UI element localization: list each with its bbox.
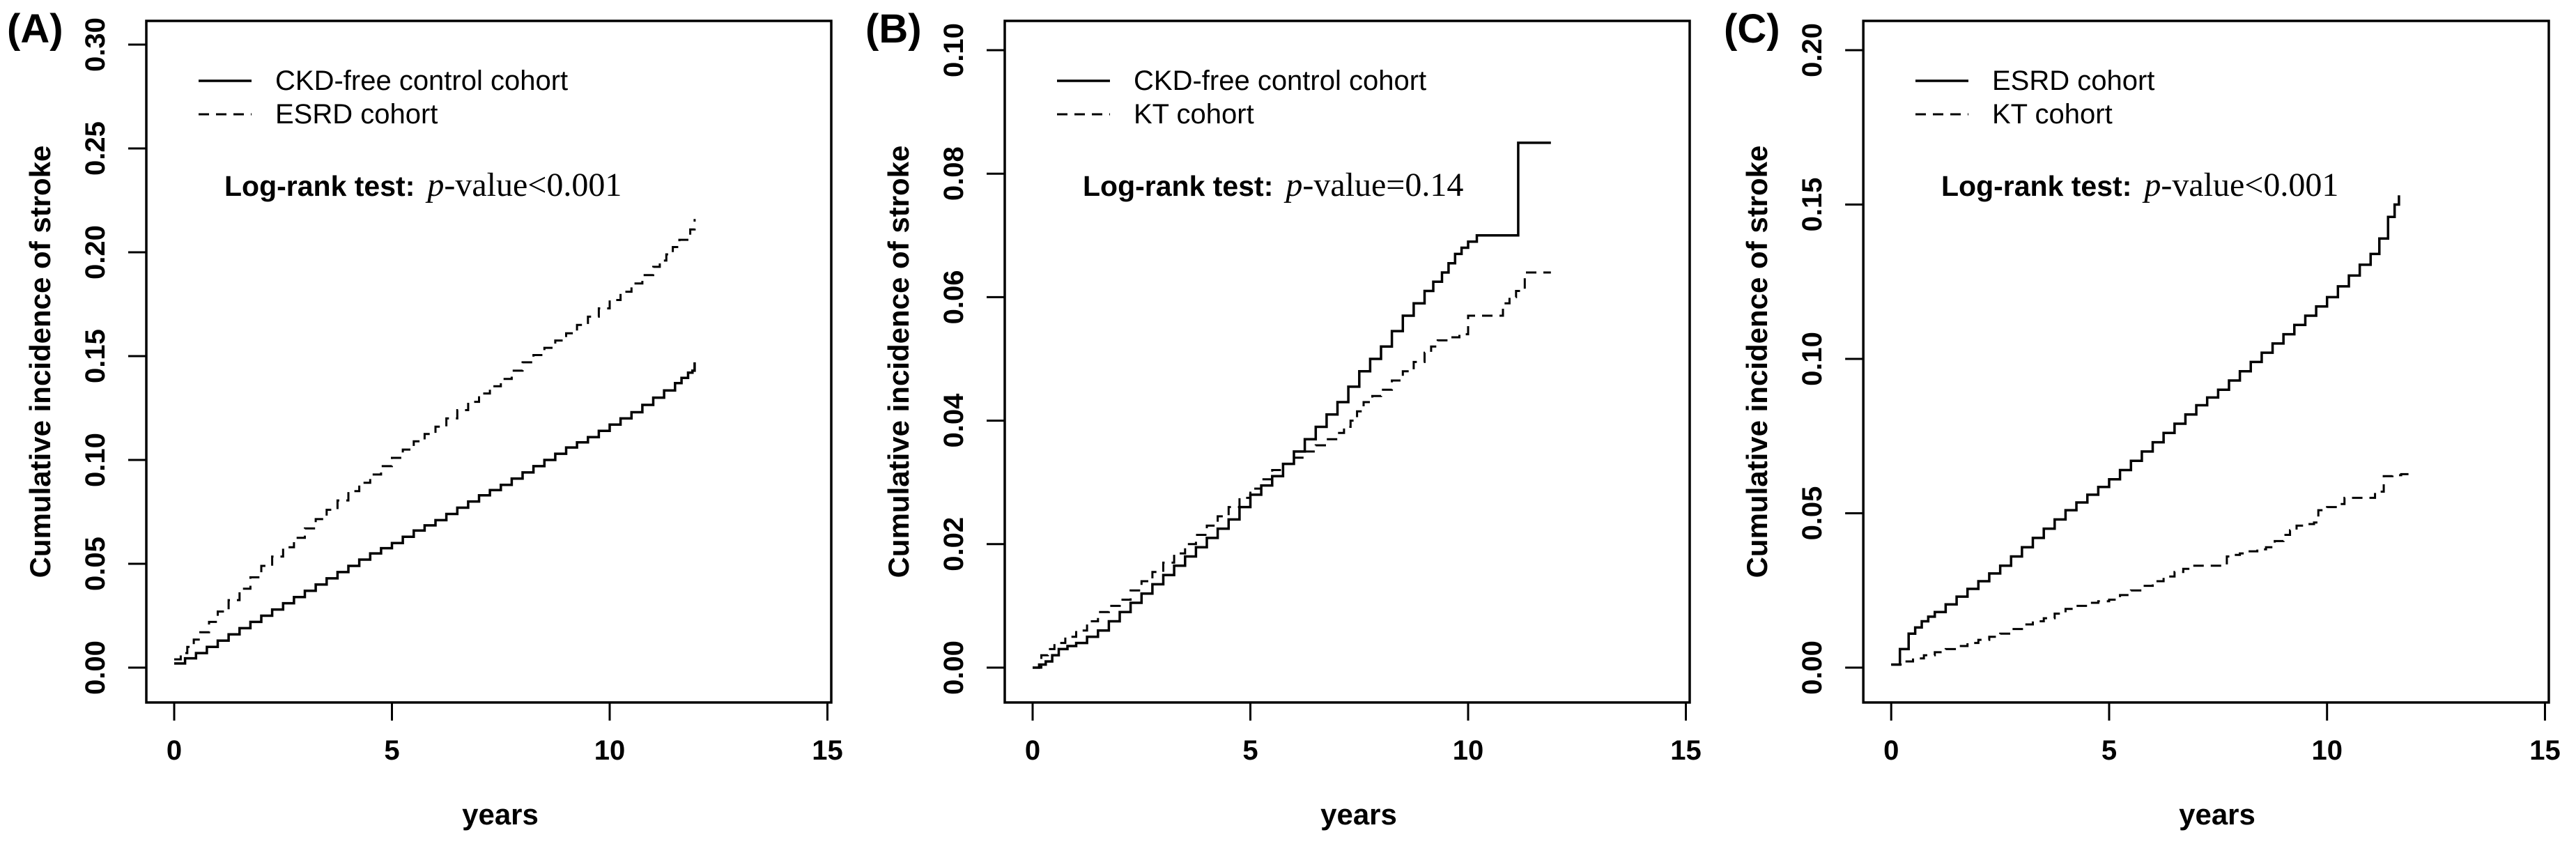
x-tick-label: 5 <box>384 735 399 766</box>
legend-item: CKD-free control cohort <box>197 64 568 98</box>
x-tick-label: 15 <box>1670 735 1702 766</box>
x-axis-title: years <box>2179 798 2255 831</box>
p-value-text: -value<0.001 <box>444 167 622 203</box>
plot-area-a: 0.00 0.05 0.10 0.15 0.20 0.25 0.30 0 5 10 15 <box>80 17 843 766</box>
x-tick-label: 15 <box>2529 735 2561 766</box>
log-rank-annotation: Log-rank test: p -value=0.14 <box>1083 166 1463 204</box>
legend-item: CKD-free control cohort <box>1056 64 1426 98</box>
y-tick-label: 0.30 <box>80 17 111 72</box>
y-tick-label: 0.08 <box>939 146 969 201</box>
plot-box <box>1003 20 1691 704</box>
p-symbol: p <box>427 167 445 203</box>
legend-label: ESRD cohort <box>1992 65 2155 96</box>
legend-label: KT cohort <box>1992 98 2113 130</box>
solid-survival-curve <box>1891 195 2400 666</box>
legend-label: CKD-free control cohort <box>1134 65 1427 96</box>
y-tick-label: 0.10 <box>1797 332 1828 386</box>
x-tick-label: 5 <box>2101 735 2117 766</box>
x-tick-label: 10 <box>1453 735 1484 766</box>
y-tick-label: 0.15 <box>80 329 111 383</box>
legend: ESRD cohort KT cohort <box>1914 64 2154 131</box>
panel-letter: (C) <box>1724 6 1780 52</box>
plot-box <box>1862 20 2550 704</box>
dashed-survival-curve <box>174 219 696 661</box>
legend-item: KT cohort <box>1056 98 1426 131</box>
y-tick-label: 0.20 <box>1797 23 1828 77</box>
y-axis-title: Cumulative incidence of stroke <box>1741 145 1773 578</box>
solid-survival-curve <box>174 362 696 665</box>
y-tick-label: 0.20 <box>80 225 111 279</box>
panel-letter: (A) <box>7 6 63 52</box>
dashed-line-sample-icon <box>199 113 252 116</box>
p-symbol: p <box>1286 167 1303 203</box>
legend-label: CKD-free control cohort <box>275 65 569 96</box>
legend-item: ESRD cohort <box>197 98 568 131</box>
legend-label: ESRD cohort <box>275 98 438 130</box>
log-rank-annotation: Log-rank test: p -value<0.001 <box>1941 166 2338 204</box>
y-tick-label: 0.15 <box>1797 178 1828 232</box>
p-value-text: -value<0.001 <box>2161 167 2339 203</box>
x-tick-label: 5 <box>1242 735 1258 766</box>
y-tick-label: 0.00 <box>80 640 111 695</box>
log-rank-annotation: Log-rank test: p -value<0.001 <box>224 166 622 204</box>
y-tick-label: 0.25 <box>80 121 111 176</box>
y-tick-label: 0.04 <box>939 393 969 448</box>
panel-a: 0.00 0.05 0.10 0.15 0.20 0.25 0.30 0 5 10 15 (A) C… <box>0 0 858 853</box>
y-axis-title: Cumulative incidence of stroke <box>882 145 915 578</box>
x-tick-label: 10 <box>2311 735 2343 766</box>
y-axis-title: Cumulative incidence of stroke <box>24 145 56 578</box>
log-rank-label: Log-rank test: <box>224 170 415 202</box>
log-rank-label: Log-rank test: <box>1941 170 2132 202</box>
x-tick-label: 0 <box>1883 735 1899 766</box>
plot-area-c: 0.00 0.05 0.10 0.15 0.20 0 5 10 15 <box>1797 20 2561 766</box>
x-tick-label: 10 <box>594 735 626 766</box>
solid-line-sample-icon <box>1057 79 1110 82</box>
x-tick-label: 0 <box>1025 735 1040 766</box>
x-axis-title: years <box>1320 798 1397 831</box>
x-axis-title: years <box>462 798 539 831</box>
solid-line-sample-icon <box>1915 79 1968 82</box>
panel-letter: (B) <box>865 6 922 52</box>
log-rank-label: Log-rank test: <box>1083 170 1274 202</box>
dashed-survival-curve <box>1891 472 2412 666</box>
legend-item: ESRD cohort <box>1914 64 2154 98</box>
plot-area-b: 0.00 0.02 0.04 0.06 0.08 0.10 0 5 10 15 <box>939 20 1702 766</box>
legend: CKD-free control cohort KT cohort <box>1056 64 1426 131</box>
y-tick-label: 0.00 <box>1797 640 1828 695</box>
p-symbol: p <box>2144 167 2161 203</box>
solid-survival-curve <box>1033 141 1551 669</box>
y-tick-label: 0.02 <box>939 517 969 571</box>
x-tick-label: 15 <box>812 735 843 766</box>
x-tick-label: 0 <box>167 735 182 766</box>
legend: CKD-free control cohort ESRD cohort <box>197 64 568 131</box>
dashed-line-sample-icon <box>1915 113 1968 116</box>
p-value-text: -value=0.14 <box>1302 167 1464 203</box>
y-tick-label: 0.10 <box>80 433 111 487</box>
legend-item: KT cohort <box>1914 98 2154 131</box>
plot-box <box>145 20 833 704</box>
y-tick-label: 0.05 <box>1797 486 1828 541</box>
dashed-survival-curve <box>1033 271 1551 669</box>
legend-label: KT cohort <box>1134 98 1254 130</box>
y-tick-label: 0.10 <box>939 23 969 77</box>
panel-b: 0.00 0.02 0.04 0.06 0.08 0.10 0 5 10 15 (B) Cumul… <box>858 0 1717 853</box>
solid-line-sample-icon <box>199 79 252 82</box>
y-tick-label: 0.00 <box>939 640 969 695</box>
panel-c: 0.00 0.05 0.10 0.15 0.20 0 5 10 15 (C) Cumulativ… <box>1717 0 2576 853</box>
y-tick-label: 0.06 <box>939 270 969 324</box>
dashed-line-sample-icon <box>1057 113 1110 116</box>
y-tick-label: 0.05 <box>80 537 111 591</box>
